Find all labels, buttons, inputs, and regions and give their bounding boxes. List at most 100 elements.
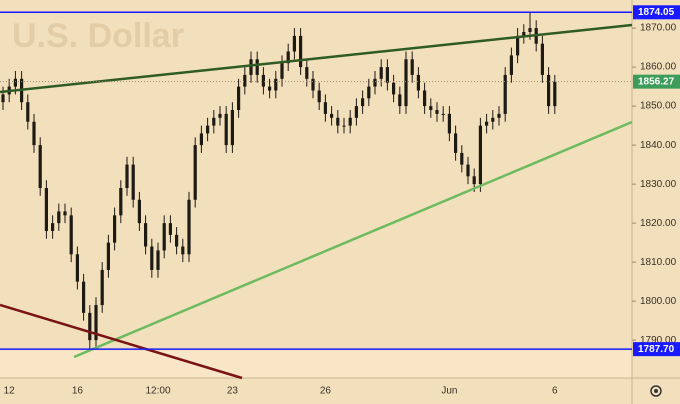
candle-body (26, 102, 30, 122)
candle-body (137, 199, 141, 224)
candle-body (119, 188, 123, 216)
candle-body (32, 121, 36, 146)
candle-body (268, 86, 272, 91)
last-price-label: 1856.27 (638, 76, 675, 87)
candle-body (491, 117, 495, 122)
candle-body (553, 81, 557, 107)
candle-body (379, 67, 383, 79)
y-tick-label: 1870.00 (640, 23, 677, 34)
candle-body (88, 312, 92, 341)
candle-body (522, 31, 526, 36)
candle-body (516, 35, 520, 56)
candle-body (75, 254, 79, 282)
x-tick-label: 12:00 (145, 386, 170, 397)
y-tick-label: 1850.00 (640, 101, 677, 112)
candle-body (63, 211, 67, 216)
candle-body (441, 113, 445, 115)
candle-body (237, 86, 241, 111)
candle-body (509, 55, 513, 75)
watermark: U.S. Dollar (12, 17, 184, 55)
y-tick-label: 1830.00 (640, 179, 677, 190)
candle-body (274, 78, 278, 91)
candle-body (144, 223, 148, 247)
candle-body (472, 176, 476, 185)
candle-body (367, 86, 371, 99)
candle-body (286, 51, 290, 64)
y-tick-label: 1840.00 (640, 140, 677, 151)
candle-body (181, 246, 185, 255)
candle-body (503, 74, 507, 114)
candle-body (348, 117, 352, 126)
x-tick-label: 12 (4, 386, 16, 397)
candle-body (57, 211, 61, 224)
candle-body (528, 28, 532, 32)
candle-body (429, 106, 433, 111)
candle-body (416, 74, 420, 91)
candle-body (373, 78, 377, 87)
candle-body (342, 125, 346, 127)
candle-body (423, 90, 427, 107)
y-tick-label: 1820.00 (640, 218, 677, 229)
resistance-trendline (0, 23, 633, 94)
level-label: 1874.05 (638, 7, 675, 18)
candle-body (249, 59, 253, 75)
candle-body (336, 117, 340, 126)
candle-body (38, 145, 42, 189)
x-tick-label: 26 (320, 386, 332, 397)
y-tick-label: 1800.00 (640, 296, 677, 307)
candle-body (317, 90, 321, 103)
candle-body (218, 113, 222, 118)
candle-body (497, 113, 501, 118)
candle-body (330, 113, 334, 118)
candle-body (261, 74, 265, 87)
candle-body (69, 215, 73, 255)
candle-body (125, 164, 129, 189)
candle-body (466, 164, 470, 177)
x-tick-label: 23 (227, 386, 239, 397)
x-tick-label: 6 (552, 386, 558, 397)
candle-body (385, 67, 389, 83)
last-price-box (633, 74, 680, 89)
level-label-box (633, 5, 680, 20)
candle-body (212, 117, 216, 126)
x-tick-label: 16 (72, 386, 84, 397)
candle-body (162, 223, 166, 251)
candle-body (51, 223, 55, 231)
candle-body (94, 305, 98, 341)
candle-body (392, 82, 396, 95)
candle-body (311, 78, 315, 91)
candle-body (156, 250, 160, 270)
candle-body (323, 102, 327, 114)
support-trendline (73, 120, 633, 359)
candle-body (454, 133, 458, 153)
candle-body (478, 125, 482, 185)
candle-body (168, 223, 172, 235)
candle-body (44, 188, 48, 231)
candle-body (187, 199, 191, 255)
candle-body (361, 98, 365, 107)
candle-body (82, 281, 86, 313)
candle-body (410, 59, 414, 75)
candle-body (292, 35, 296, 52)
settings-button[interactable] (650, 385, 662, 397)
candle-body (485, 121, 489, 126)
candle-body (460, 152, 464, 165)
y-tick-label: 1790.00 (640, 335, 677, 346)
x-tick-label: Jun (441, 386, 457, 397)
candle-body (113, 215, 117, 243)
candle-body (280, 63, 284, 79)
candle-body (299, 35, 303, 68)
range-shade (0, 351, 632, 378)
candle-body (206, 125, 210, 134)
candle-body (243, 74, 247, 87)
level-label: 1787.70 (638, 344, 675, 355)
candle-body (305, 67, 309, 79)
candle-body (193, 145, 197, 200)
downtrend-line (0, 303, 243, 380)
y-tick-label: 1810.00 (640, 257, 677, 268)
candle-body (404, 59, 408, 107)
level-label-box (633, 342, 680, 357)
price-axis: 1790.00 1800.00 1810.00 1820.00 1830.00 1840.… (632, 23, 677, 346)
